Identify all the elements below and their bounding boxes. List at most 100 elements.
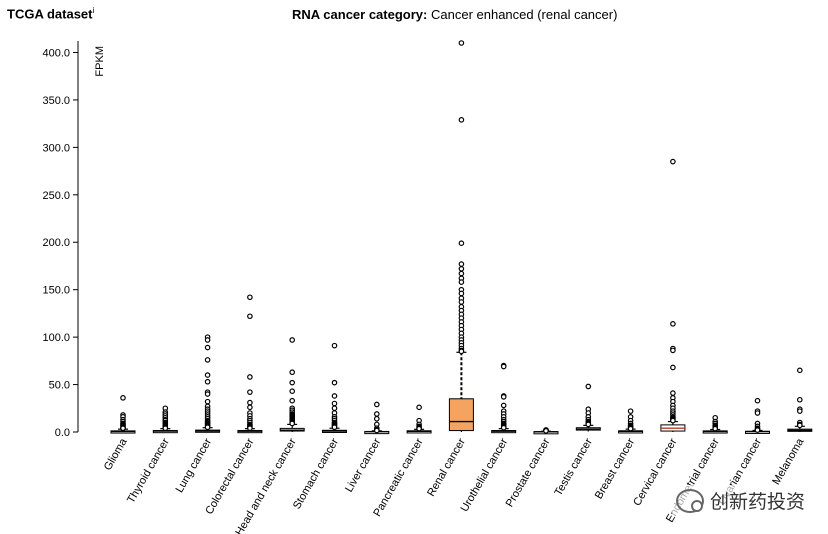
outlier-point <box>670 417 676 424</box>
outlier-point <box>247 294 253 301</box>
outlier-point <box>670 347 676 354</box>
x-category-label: Thyroid cancer <box>125 436 172 505</box>
y-tick-label: 200.0 <box>42 237 70 249</box>
outlier-point <box>796 408 803 414</box>
outlier-point <box>289 337 296 343</box>
outlier-point <box>204 378 211 385</box>
outlier-point <box>796 396 803 403</box>
outlier-point <box>289 369 296 376</box>
info-icon[interactable]: i <box>92 6 95 15</box>
outlier-point <box>458 40 465 46</box>
outlier-point <box>458 348 465 355</box>
outlier-point <box>500 424 507 431</box>
watermark-text: 创新药投资 <box>710 492 806 513</box>
outlier-point <box>458 279 465 285</box>
outlier-point <box>204 372 211 378</box>
x-category-label: Prostate cancer <box>504 436 553 509</box>
wechat-icon <box>676 488 704 513</box>
x-category-label: Testis cancer <box>552 436 595 498</box>
outlier-point <box>289 397 296 404</box>
outlier-point <box>247 399 253 406</box>
outlier-point <box>247 404 253 411</box>
outlier-point <box>247 313 253 320</box>
y-tick-label: 250.0 <box>42 190 70 202</box>
y-tick-label: 100.0 <box>42 332 70 344</box>
outlier-point <box>796 367 803 374</box>
x-category-label: Breast cancer <box>593 436 637 501</box>
y-tick-label: 0.0 <box>55 427 70 439</box>
outlier-point <box>712 425 719 432</box>
outlier-point <box>204 424 211 431</box>
outlier-point <box>500 394 507 400</box>
outlier-point <box>585 383 592 390</box>
outlier-point <box>204 357 211 363</box>
outlier-point <box>458 261 465 267</box>
outlier-point <box>627 408 634 414</box>
chart-title: RNA cancer category: Cancer enhanced (re… <box>292 7 617 22</box>
outlier-point <box>796 422 803 429</box>
y-axis-label: FPKM <box>94 46 106 77</box>
category-value: Cancer enhanced (renal cancer) <box>430 7 618 22</box>
outlier-point <box>585 421 592 428</box>
outlier-point <box>416 425 422 432</box>
outlier-point <box>458 270 465 277</box>
outlier-point <box>289 420 296 427</box>
outlier-point <box>500 363 507 370</box>
watermark: 创新药投资 <box>672 485 810 516</box>
x-category-label: Lung cancer <box>174 436 215 495</box>
outlier-point <box>331 405 338 412</box>
outlier-point <box>204 344 211 351</box>
outlier-point <box>373 401 380 408</box>
outlier-point <box>670 158 676 165</box>
y-tick-label: 150.0 <box>42 285 70 297</box>
outlier-point <box>373 411 380 417</box>
y-tick-label: 400.0 <box>42 47 70 59</box>
y-tick-label: 50.0 <box>49 380 70 392</box>
x-category-label: Urothelial cancer <box>459 436 511 514</box>
category-label: RNA cancer category: <box>292 7 428 22</box>
outlier-point <box>373 427 380 434</box>
outlier-point <box>331 393 338 399</box>
y-tick-label: 300.0 <box>42 142 70 154</box>
outlier-point <box>458 240 465 246</box>
dataset-title: TCGA dataseti <box>7 6 95 22</box>
outlier-point <box>289 379 296 386</box>
outlier-point <box>247 374 253 380</box>
outlier-point <box>500 402 507 409</box>
outlier-point <box>458 299 465 305</box>
box <box>448 398 474 432</box>
outlier-point <box>458 266 465 272</box>
outlier-point <box>331 379 338 386</box>
outlier-point <box>204 391 211 397</box>
outlier-point <box>373 415 380 422</box>
outlier-point <box>120 425 126 432</box>
y-tick-label: 350.0 <box>42 95 70 107</box>
outlier-point <box>458 290 465 297</box>
x-category-label: Melanoma <box>770 436 807 487</box>
outlier-point <box>204 337 211 343</box>
outlier-point <box>627 425 634 432</box>
outlier-point <box>331 342 338 349</box>
outlier-point <box>670 364 676 371</box>
outlier-point <box>670 390 676 396</box>
x-category-label: Stomach cancer <box>291 436 341 511</box>
outlier-point <box>331 424 338 431</box>
outlier-point <box>247 425 253 432</box>
outlier-point <box>754 410 761 416</box>
x-category-label: Glioma <box>102 436 130 473</box>
outlier-point <box>120 395 126 401</box>
outlier-point <box>543 428 549 434</box>
outlier-point <box>670 321 676 327</box>
outlier-point <box>162 425 169 432</box>
outlier-point <box>416 404 422 411</box>
outlier-point <box>289 388 296 395</box>
outlier-point <box>204 398 211 405</box>
outlier-point <box>458 117 465 123</box>
x-category-label: Renal cancer <box>425 436 468 498</box>
x-category-label: Liver cancer <box>343 436 384 494</box>
outlier-point <box>754 397 761 404</box>
outlier-point <box>331 400 338 407</box>
outlier-point <box>247 389 253 395</box>
outlier-point <box>754 427 761 433</box>
